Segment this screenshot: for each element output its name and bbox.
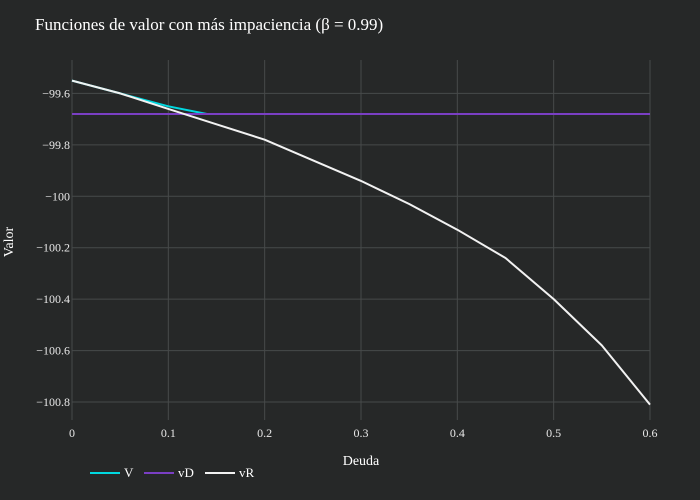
series-line-vr (71, 79, 651, 406)
y-axis-label: Valor (2, 227, 17, 258)
x-tick-label: 0.2 (257, 426, 272, 440)
y-axis-ticks: −99.6 −99.8 −100 −100.2 −100.4 −100.6 −100.8 (36, 86, 70, 409)
y-tick-label: −100.4 (36, 292, 70, 306)
y-tick-label: −100.2 (36, 241, 70, 255)
x-tick-label: 0.6 (643, 426, 658, 440)
y-tick-label: −100.8 (36, 395, 70, 409)
y-tick-label: −99.6 (42, 86, 70, 100)
legend-label: V (124, 465, 134, 480)
legend-label: vD (178, 465, 194, 480)
y-tick-label: −100 (45, 189, 70, 203)
x-tick-label: 0.4 (450, 426, 465, 440)
chart-title: Funciones de valor con más impaciencia (… (35, 15, 383, 34)
legend-item-vr[interactable]: vR (205, 465, 255, 480)
x-tick-label: 0.3 (354, 426, 369, 440)
grid (71, 60, 651, 420)
x-axis-ticks: 0 0.1 0.2 0.3 0.4 0.5 0.6 (69, 426, 658, 440)
x-axis-label: Deuda (343, 454, 380, 469)
x-tick-label: 0.1 (161, 426, 176, 440)
legend-item-vd[interactable]: vD (144, 465, 194, 480)
y-tick-label: −100.6 (36, 344, 70, 358)
legend-item-v[interactable]: V (90, 465, 134, 480)
series-lines (71, 79, 651, 406)
x-tick-label: 0 (69, 426, 75, 440)
legend-label: vR (239, 465, 255, 480)
y-tick-label: −99.8 (42, 138, 70, 152)
x-tick-label: 0.5 (546, 426, 561, 440)
